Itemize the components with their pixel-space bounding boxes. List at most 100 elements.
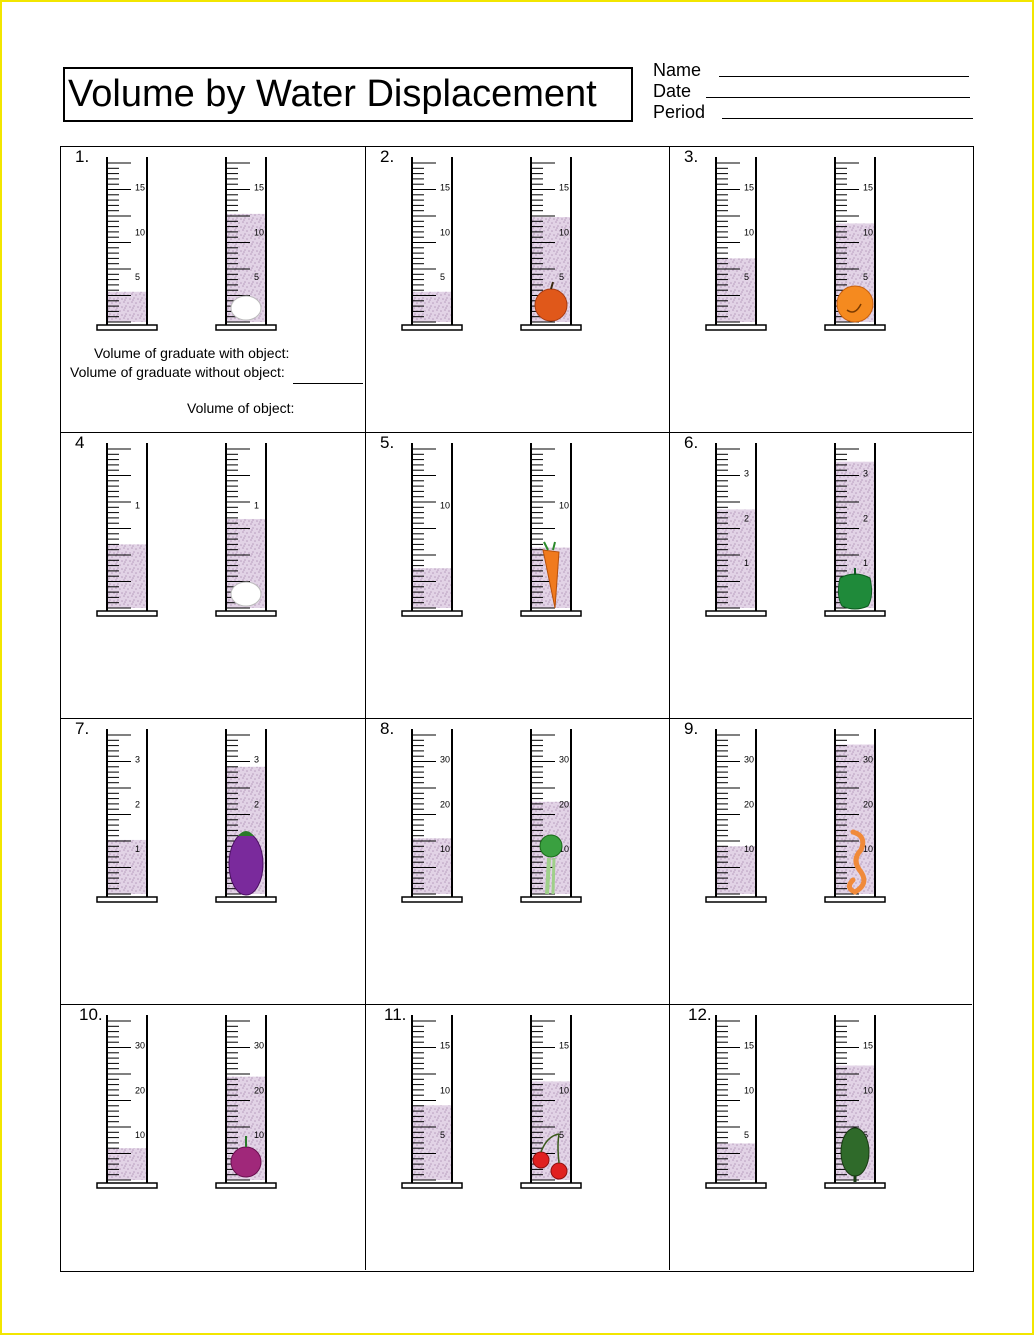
without-object-base	[401, 1182, 463, 1189]
without-object-base	[705, 610, 767, 617]
name-field[interactable]: Name	[653, 60, 969, 81]
without-object-scale-label: 15	[744, 1041, 754, 1051]
with-object-wall	[530, 729, 572, 897]
with-object-cylinder: 10	[520, 443, 582, 617]
graduated-cylinders: 10 20 30 10 20 30	[96, 1015, 277, 1189]
graduated-cylinders: 10 10	[401, 443, 582, 617]
problem-number: 2.	[380, 147, 395, 166]
answer-blank[interactable]	[293, 383, 363, 384]
with-object-scale-label: 15	[863, 1041, 873, 1051]
with-object-wall	[225, 443, 267, 611]
without-object-water	[717, 1143, 755, 1180]
with-object-cylinder: 1 2 3	[824, 443, 886, 617]
with-object-wall	[834, 157, 876, 325]
without-object-scale-label: 10	[744, 1085, 754, 1095]
with-object-scale-label: 2	[863, 513, 868, 523]
with-object-scale-label: 15	[559, 183, 569, 193]
without-object-cylinder: 5 10 15	[401, 1015, 463, 1189]
with-object-base	[520, 324, 582, 331]
without-object-water	[108, 839, 146, 894]
beet-icon	[230, 1136, 262, 1178]
without-object-scale-label: 5	[744, 272, 749, 282]
with-object-base	[215, 610, 277, 617]
with-object-base	[824, 610, 886, 617]
without-object-scale-label: 2	[135, 799, 140, 809]
without-object-cylinder: 10 20 30	[401, 729, 463, 903]
without-object-water	[413, 568, 451, 608]
graduated-cylinders: 5 10 15 5 10 15	[705, 157, 886, 331]
carrot-icon	[542, 541, 560, 609]
with-object-cylinder: 1	[215, 443, 277, 617]
without-object-scale-label: 10	[440, 1085, 450, 1095]
without-object-wall	[715, 157, 757, 325]
with-object-label: Volume of graduate with object:	[94, 345, 290, 361]
with-object-water	[836, 744, 874, 894]
without-object-scale-label: 30	[135, 1041, 145, 1051]
problem-grid: 1. 5 10 15 5 10 15 Volume of graduate with obje…	[60, 146, 974, 1272]
with-object-base	[215, 324, 277, 331]
without-object-water	[717, 846, 755, 894]
orange-icon	[836, 285, 874, 323]
with-object-base	[215, 1182, 277, 1189]
with-object-base	[824, 896, 886, 903]
with-object-scale-label: 15	[559, 1041, 569, 1051]
period-field[interactable]: Period	[653, 102, 973, 123]
without-object-scale-label: 5	[744, 1130, 749, 1140]
graduated-cylinders: 5 10 15 5 10 15	[401, 1015, 582, 1189]
artichoke-icon	[840, 1127, 870, 1182]
without-object-wall	[715, 443, 757, 611]
with-object-scale-label: 3	[254, 755, 259, 765]
with-object-base	[215, 896, 277, 903]
with-object-wall	[530, 1015, 572, 1183]
problem-number: 1.	[75, 147, 90, 166]
without-object-wall	[106, 443, 148, 611]
graduated-cylinders: 5 10 15 5 10 15	[401, 157, 582, 331]
with-object-scale-label: 20	[863, 799, 873, 809]
seahorse-icon	[847, 829, 867, 895]
problem-cell: 11. 5 10 15 5 10 15	[366, 1005, 670, 1270]
without-object-scale-label: 15	[744, 183, 754, 193]
name-label: Name	[653, 60, 702, 80]
without-object-wall	[715, 729, 757, 897]
without-object-cylinder: 1	[96, 443, 158, 617]
date-field[interactable]: Date	[653, 81, 970, 102]
without-object-wall	[106, 1015, 148, 1183]
cherries-icon	[532, 1133, 568, 1180]
worksheet-title: Volume by Water Displacement	[63, 67, 633, 122]
with-object-wall	[225, 1015, 267, 1183]
without-object-scale-label: 10	[440, 500, 450, 510]
with-object-scale-label: 20	[559, 799, 569, 809]
with-object-scale-label: 10	[559, 500, 569, 510]
without-object-water	[413, 291, 451, 322]
problem-number: 9.	[684, 719, 699, 738]
without-object-water	[413, 838, 451, 894]
without-object-wall	[715, 1015, 757, 1183]
without-object-scale-label: 10	[135, 1130, 145, 1140]
with-object-wall	[834, 729, 876, 897]
graduated-cylinders: 10 20 30 10 20 30	[705, 729, 886, 903]
problem-cell: 5. 10 10	[366, 433, 670, 719]
without-object-wall	[411, 443, 453, 611]
with-object-base	[824, 1182, 886, 1189]
without-object-scale-label: 10	[744, 227, 754, 237]
without-object-scale-label: 15	[440, 183, 450, 193]
without-object-scale-label: 1	[744, 558, 749, 568]
problem-cell: 9. 10 20 30 10 20 30	[670, 719, 972, 1005]
with-object-scale-label: 10	[559, 1085, 569, 1095]
with-object-scale-label: 5	[559, 272, 564, 282]
without-object-base	[401, 324, 463, 331]
without-object-water	[717, 509, 755, 608]
graduated-cylinders: 5 10 15 5 10 15	[96, 157, 277, 331]
without-object-scale-label: 1	[135, 844, 140, 854]
object-volume-label: Volume of object:	[187, 400, 295, 416]
without-object-scale-label: 5	[440, 1130, 445, 1140]
without-object-scale-label: 30	[744, 755, 754, 765]
problem-number: 5.	[380, 433, 395, 452]
without-object-scale-label: 15	[440, 1041, 450, 1051]
without-object-scale-label: 10	[744, 844, 754, 854]
problem-cell: 10. 10 20 30 10 20 30	[61, 1005, 366, 1270]
without-object-wall	[106, 729, 148, 897]
with-object-scale-label: 10	[254, 1130, 264, 1140]
without-object-base	[96, 896, 158, 903]
